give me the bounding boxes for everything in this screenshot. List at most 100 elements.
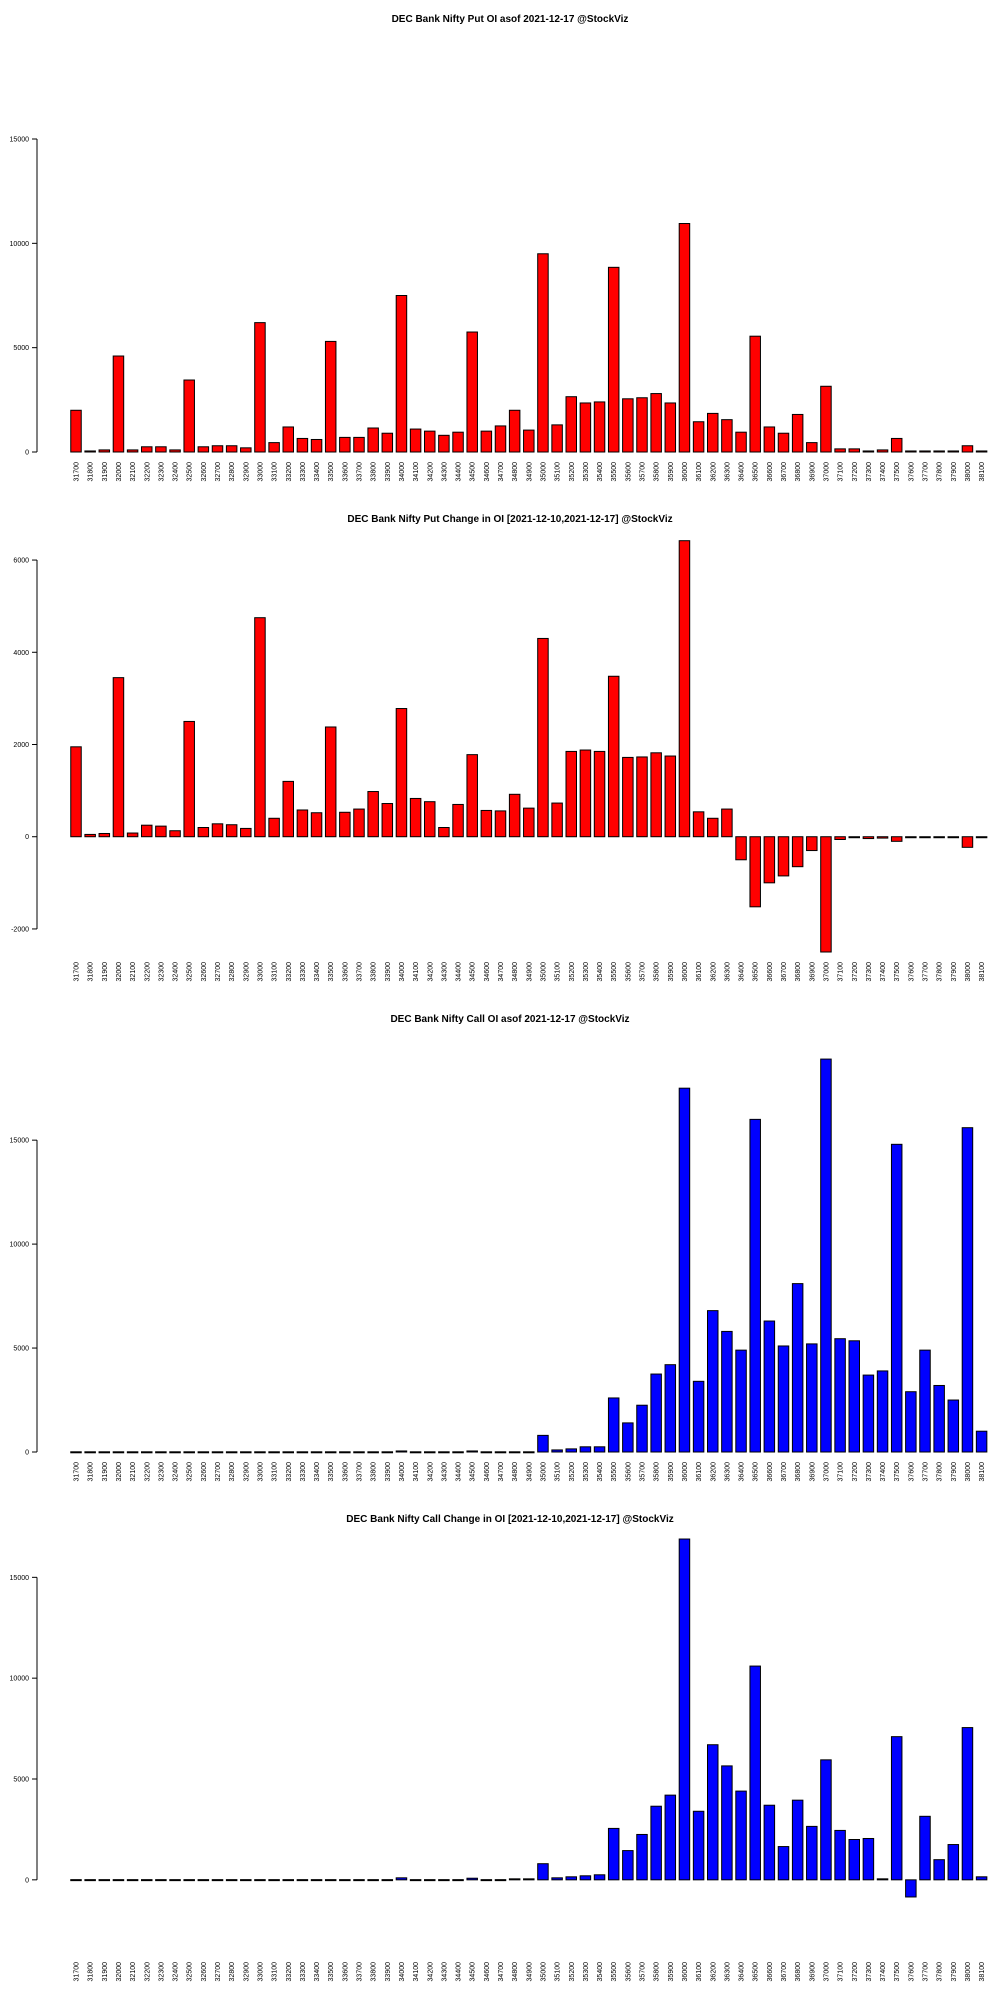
x-tick-label: 32900 (243, 462, 250, 482)
chart-title: DEC Bank Nifty Call OI asof 2021-12-17 @… (390, 1014, 629, 1025)
x-tick-label: 32300 (158, 1962, 165, 1982)
bar-32000 (112, 1879, 125, 1882)
x-tick-label: 32400 (173, 1462, 180, 1482)
x-tick-label: 34500 (470, 1962, 477, 1982)
x-tick-label: 35700 (640, 462, 647, 482)
x-tick-label: 37100 (838, 462, 845, 482)
x-tick-label: 33200 (286, 962, 293, 982)
bar-38100 (975, 1876, 988, 1881)
bar-36000 (678, 1087, 691, 1453)
x-tick-label: 37700 (923, 462, 930, 482)
x-tick-label: 37100 (838, 1462, 845, 1482)
x-tick-label: 34500 (470, 1462, 477, 1482)
bar-36400 (735, 1790, 747, 1881)
bar-36500 (749, 836, 761, 908)
x-tick-label: 32500 (187, 1462, 194, 1482)
y-tick-label: 2000 (13, 742, 29, 749)
x-tick-label: 32400 (173, 1962, 180, 1982)
x-tick-label: 37800 (937, 962, 944, 982)
bar-32900 (240, 1879, 252, 1882)
bar-37900 (947, 836, 960, 839)
x-tick-label: 37600 (908, 1962, 915, 1982)
bar-37700 (919, 1815, 931, 1881)
x-tick-label: 32800 (229, 1462, 236, 1482)
x-tick-label: 35500 (611, 1462, 618, 1482)
x-tick-label: 35600 (625, 1462, 632, 1482)
bar-36800 (791, 1799, 804, 1881)
x-tick-label: 33600 (342, 1962, 349, 1982)
bar-32500 (183, 720, 195, 838)
bar-34400 (452, 803, 464, 838)
bar-32800 (225, 824, 238, 838)
bar-34700 (494, 1451, 507, 1454)
x-tick-label: 34800 (512, 962, 519, 982)
x-tick-label: 37000 (823, 1962, 830, 1982)
bar-35800 (650, 752, 662, 838)
bar-38000 (961, 1127, 974, 1453)
bar-32800 (225, 1451, 238, 1454)
x-tick-label: 36300 (724, 462, 731, 482)
y-tick-label: 0 (25, 450, 29, 457)
x-tick-label: 38100 (979, 962, 986, 982)
x-tick-label: 32000 (116, 962, 123, 982)
bar-34300 (438, 1451, 450, 1454)
x-tick-label: 35300 (583, 962, 590, 982)
x-tick-label: 37900 (951, 1462, 958, 1482)
bar-37600 (905, 450, 917, 453)
bar-32500 (183, 1451, 195, 1454)
chart-title: DEC Bank Nifty Put Change in OI [2021-12… (347, 514, 672, 525)
bar-35700 (636, 756, 648, 838)
x-tick-label: 33500 (328, 962, 335, 982)
x-tick-label: 36300 (724, 1462, 731, 1482)
x-tick-label: 32700 (215, 1462, 222, 1482)
bar-33400 (310, 438, 323, 453)
bar-37800 (933, 836, 945, 839)
bar-37200 (848, 448, 860, 453)
bar-34700 (494, 425, 507, 453)
bar-36000 (678, 1538, 691, 1881)
x-tick-label: 31800 (88, 462, 95, 482)
x-tick-label: 35600 (625, 962, 632, 982)
x-tick-label: 31900 (102, 1962, 109, 1982)
x-tick-label: 36200 (710, 1962, 717, 1982)
bar-36500 (749, 1665, 761, 1881)
bar-33000 (254, 1879, 266, 1882)
bar-33700 (353, 808, 365, 838)
chart-1: DEC Bank Nifty Put OI asof 2021-12-17 @S… (10, 14, 988, 482)
bar-32500 (183, 1879, 195, 1882)
x-tick-label: 37300 (866, 462, 873, 482)
x-tick-label: 36100 (696, 1462, 703, 1482)
bar-37500 (890, 437, 903, 453)
bar-37100 (834, 1829, 846, 1881)
bar-34700 (494, 1879, 507, 1882)
bar-37500 (890, 1736, 903, 1881)
bar-37100 (834, 1338, 846, 1453)
x-tick-label: 35300 (583, 1962, 590, 1982)
x-tick-label: 33400 (314, 962, 321, 982)
x-tick-label: 34900 (526, 1462, 533, 1482)
x-tick-label: 34900 (526, 962, 533, 982)
bar-32400 (169, 830, 181, 838)
bar-32200 (141, 1451, 153, 1454)
x-tick-label: 33500 (328, 1462, 335, 1482)
bar-32800 (225, 1879, 238, 1882)
x-tick-label: 32100 (130, 1462, 137, 1482)
x-tick-label: 31800 (88, 962, 95, 982)
bar-33900 (381, 1879, 394, 1882)
x-tick-label: 32300 (158, 1462, 165, 1482)
bar-31700 (70, 1451, 82, 1454)
bar-33200 (282, 1451, 294, 1454)
x-tick-label: 37100 (838, 1962, 845, 1982)
bar-37800 (933, 1859, 945, 1881)
bar-36500 (749, 335, 761, 453)
x-tick-label: 36800 (795, 962, 802, 982)
x-tick-label: 32500 (187, 1962, 194, 1982)
bar-35400 (593, 1446, 606, 1453)
chart-3: DEC Bank Nifty Call OI asof 2021-12-17 @… (10, 1014, 988, 1482)
bar-32600 (197, 827, 210, 838)
x-tick-label: 32200 (144, 962, 151, 982)
x-tick-label: 34700 (498, 462, 505, 482)
bar-33600 (339, 1451, 351, 1454)
x-tick-label: 32100 (130, 462, 137, 482)
